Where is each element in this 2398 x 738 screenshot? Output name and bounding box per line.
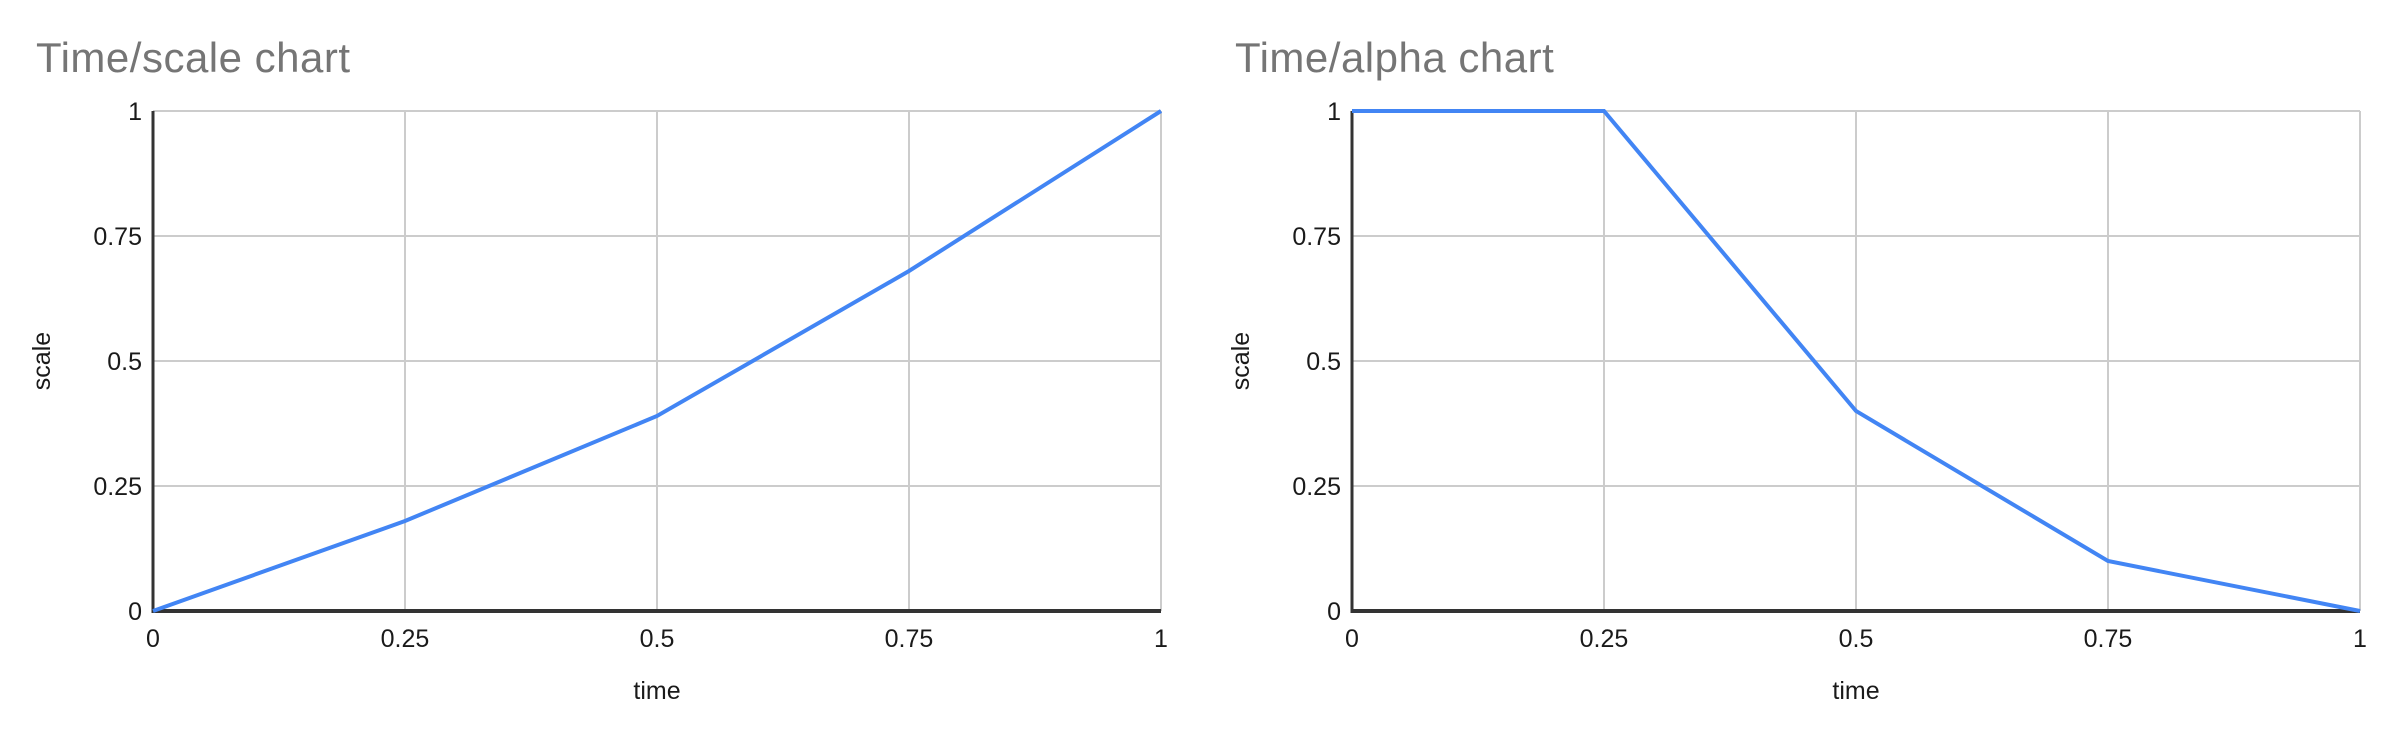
y-axis-title: scale	[28, 332, 56, 390]
y-tick-label: 0.75	[1292, 223, 1341, 251]
y-tick-label: 0	[128, 598, 142, 626]
y-tick-label: 1	[1327, 98, 1341, 126]
x-tick-label: 0.75	[2084, 625, 2133, 653]
line-chart-time-scale: 0 0.25 0.5 0.75 1 0 0.25 0.5 0.75 1 time scale	[28, 98, 1168, 705]
x-tick-label: 0.75	[885, 625, 934, 653]
x-tick-label: 1	[1154, 625, 1168, 653]
x-tick-label: 0.25	[381, 625, 430, 653]
y-tick-label: 0.25	[93, 473, 142, 501]
y-tick-label: 0	[1327, 598, 1341, 626]
y-tick-label: 0.5	[107, 348, 142, 376]
x-axis-title: time	[633, 677, 680, 705]
x-tick-label: 0	[146, 625, 160, 653]
y-tick-label: 0.5	[1306, 348, 1341, 376]
x-axis-title: time	[1832, 677, 1879, 705]
x-tick-label: 0.25	[1580, 625, 1629, 653]
chart-title: Time/alpha chart	[1235, 34, 1555, 81]
x-tick-label: 0	[1345, 625, 1359, 653]
y-axis-title: scale	[1227, 332, 1255, 390]
series-line	[1352, 109, 2361, 613]
x-tick-label: 0.5	[640, 625, 675, 653]
series-line	[152, 109, 1163, 613]
chart-panel-time-scale: Time/scale chart 0 0.25 0.5 0.75 1 0 0.25 0.5 0.…	[28, 34, 1168, 705]
y-tick-label: 1	[128, 98, 142, 126]
x-tick-label: 0.5	[1839, 625, 1874, 653]
chart-panel-time-alpha: Time/alpha chart 0 0.25 0.5 0.75 1 0 0.25 0.5 0.…	[1199, 0, 2398, 738]
y-tick-label: 0.75	[93, 223, 142, 251]
y-tick-label: 0.25	[1292, 473, 1341, 501]
x-tick-label: 1	[2353, 625, 2367, 653]
chart-title: Time/scale chart	[36, 34, 351, 81]
line-chart-time-alpha: 0 0.25 0.5 0.75 1 0 0.25 0.5 0.75 1 time scale	[1227, 98, 2367, 705]
